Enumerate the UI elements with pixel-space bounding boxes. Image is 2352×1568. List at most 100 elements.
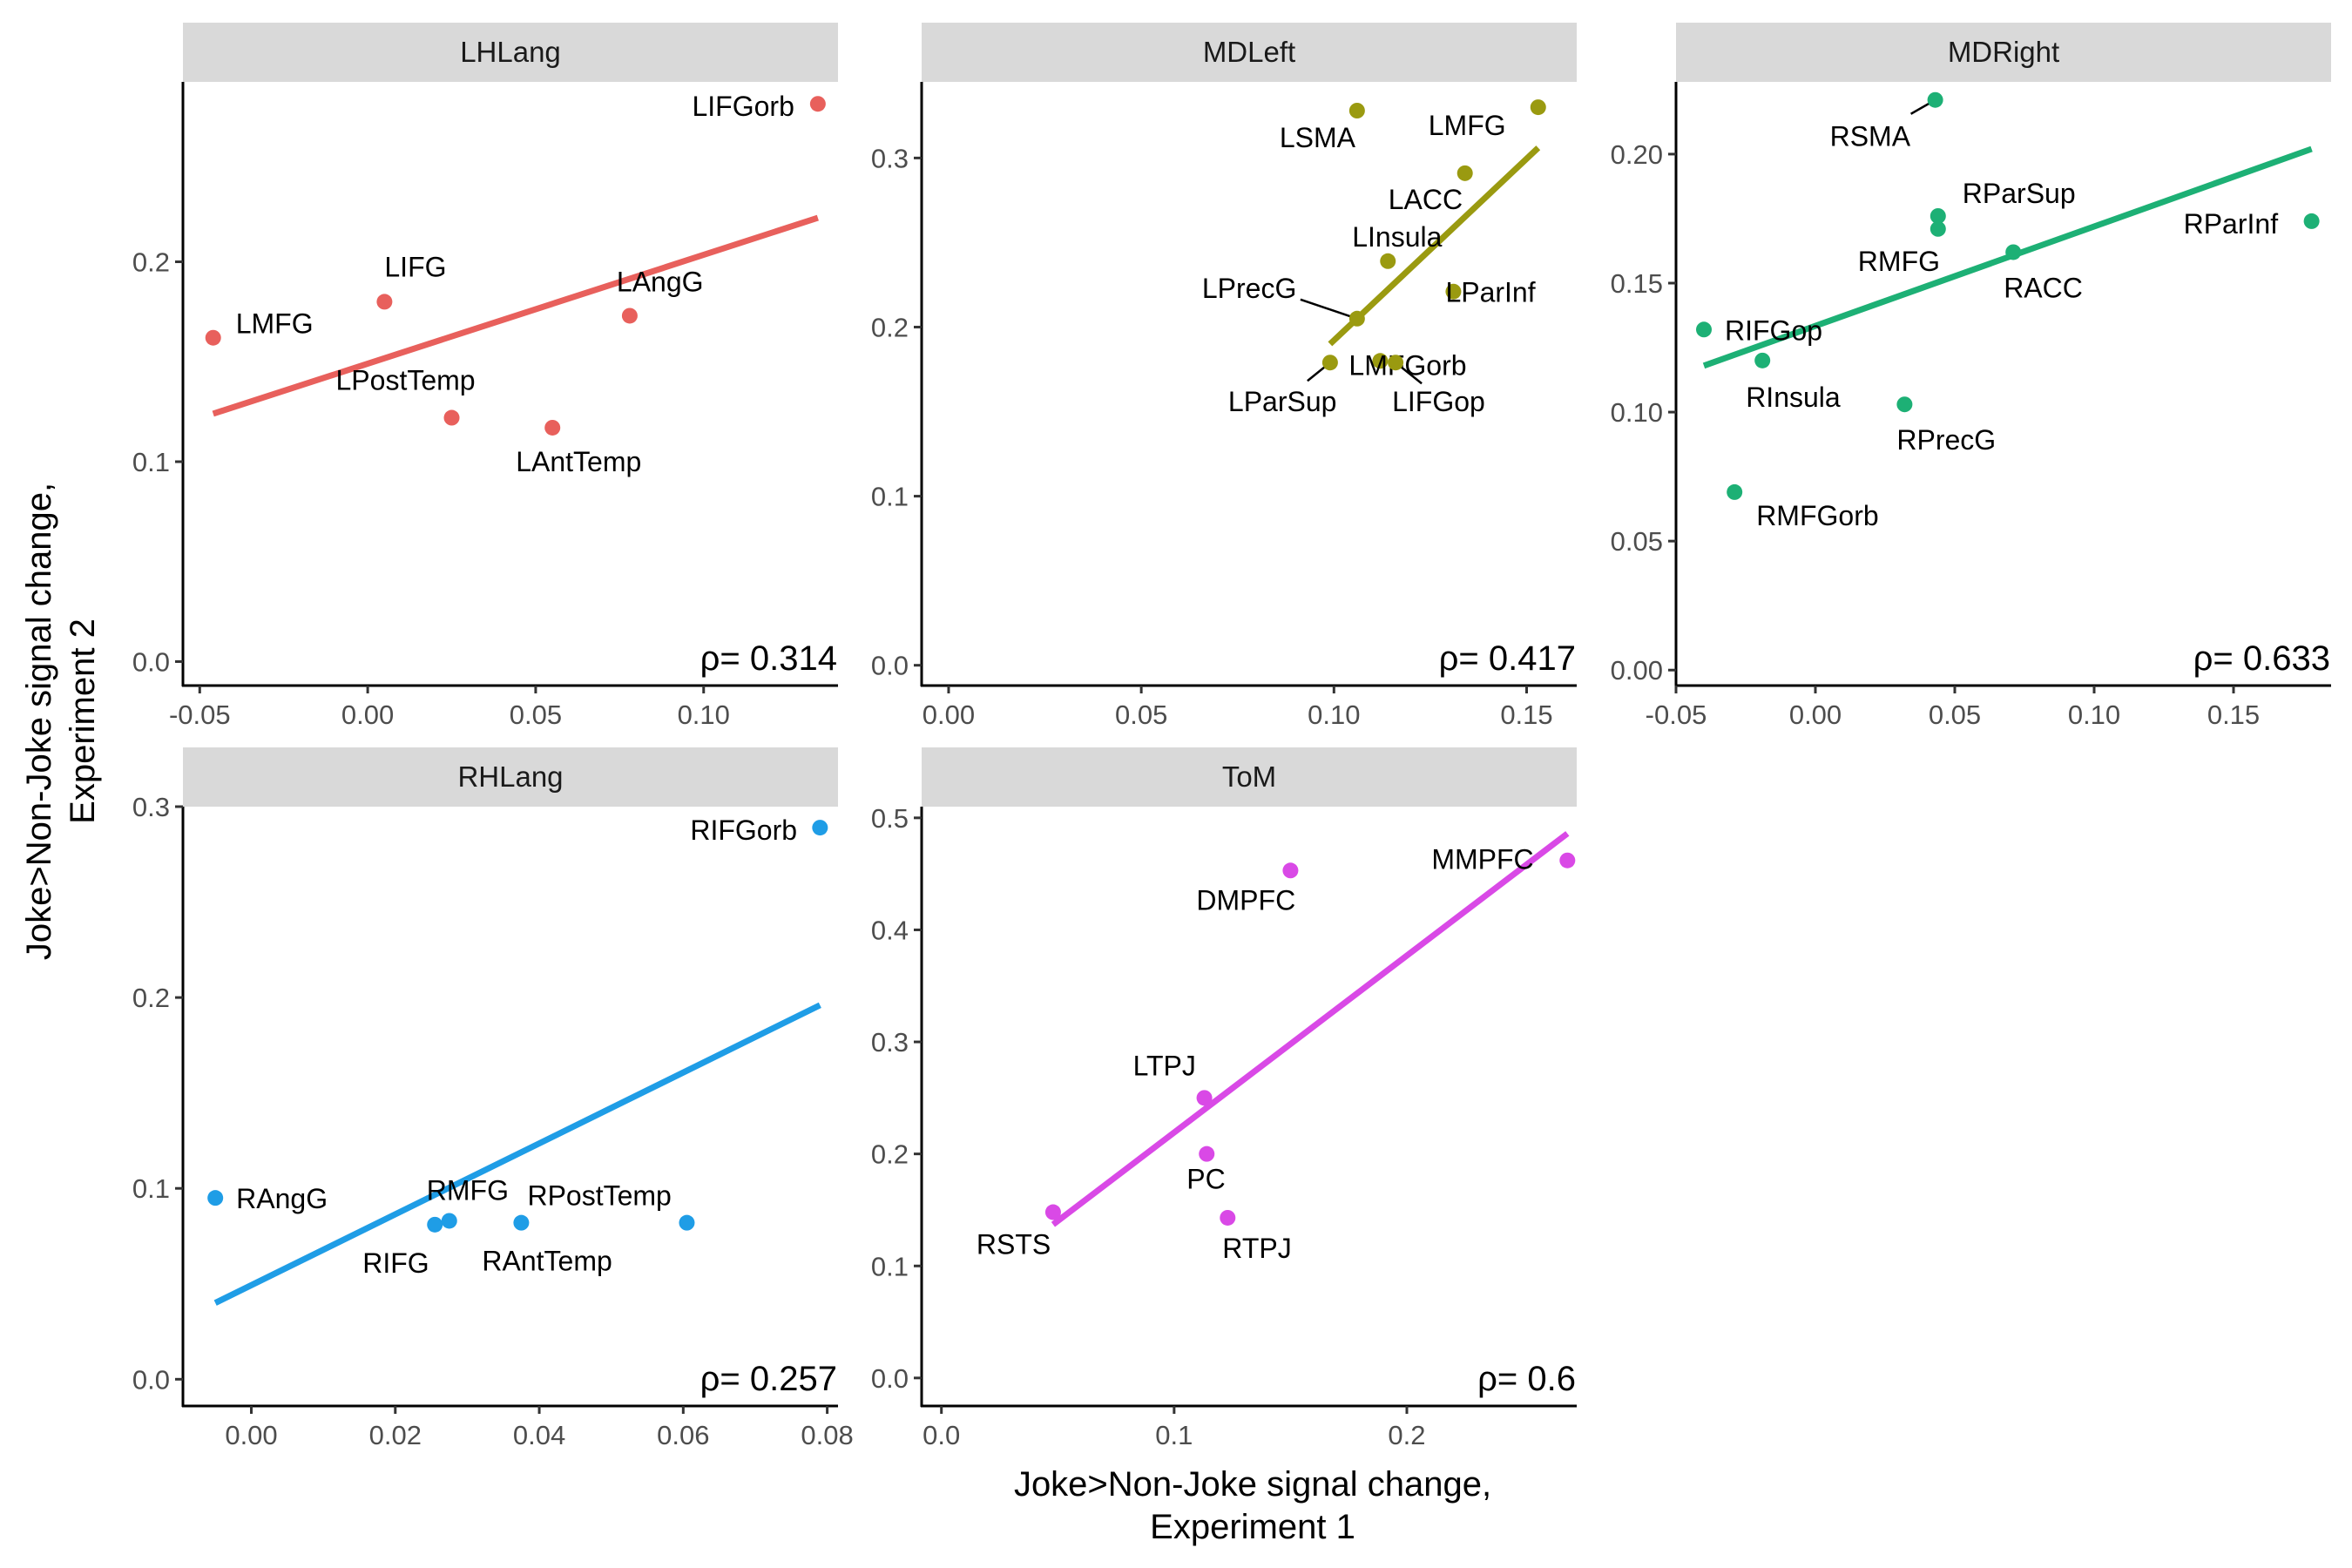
data-point-rprecg bbox=[1896, 396, 1913, 413]
y-tick-label: 0.1 bbox=[871, 482, 909, 512]
point-label: LACC bbox=[1389, 184, 1463, 215]
point-label: LIFGorb bbox=[692, 91, 794, 122]
data-point-lmfgorb bbox=[1372, 353, 1389, 369]
data-point-rifg bbox=[427, 1216, 443, 1233]
point-label: RPostTemp bbox=[527, 1180, 671, 1212]
data-point-langg bbox=[621, 308, 638, 324]
data-point-rposttemp bbox=[679, 1214, 695, 1231]
point-label: RAntTemp bbox=[482, 1246, 612, 1277]
point-label: LParInf bbox=[1445, 277, 1535, 308]
data-point-lacc bbox=[1456, 165, 1473, 181]
data-point-rangg bbox=[207, 1190, 224, 1206]
data-point-rparinf bbox=[2303, 213, 2320, 229]
y-tick-label: 0.3 bbox=[871, 143, 909, 173]
strip-title: LHLang bbox=[460, 36, 561, 68]
x-tick-label: -0.05 bbox=[169, 700, 231, 730]
point-label: RIFG bbox=[362, 1247, 429, 1279]
x-tick-label: 0.08 bbox=[801, 1420, 853, 1450]
data-point-lposttemp bbox=[443, 409, 460, 426]
x-tick-label: 0.15 bbox=[2207, 700, 2260, 730]
y-tick-label: 0.0 bbox=[132, 1364, 170, 1395]
y-tick-label: 0.0 bbox=[871, 1363, 909, 1394]
y-axis-title: Joke>Non-Joke signal change, Experiment … bbox=[20, 483, 102, 960]
x-tick-label: -0.05 bbox=[1646, 700, 1707, 730]
data-point-ltpj bbox=[1196, 1090, 1213, 1106]
x-tick-label: 0.00 bbox=[225, 1420, 277, 1450]
point-label: DMPFC bbox=[1196, 884, 1295, 916]
panel-mdright: MDRight 0.00 0.05 0.10 0.15 0.20 -0.05 0.00 0.05… bbox=[1611, 23, 2331, 730]
x-tick-label: 0.06 bbox=[657, 1420, 709, 1450]
point-label: LAngG bbox=[617, 266, 704, 297]
panel-lhlang: LHLang 0.0 0.1 0.2 -0.05 0.00 0.05 0.10 LIFGorb L… bbox=[132, 23, 838, 730]
regression-line bbox=[1051, 831, 1570, 1227]
panel-tom: ToM 0.0 0.1 0.2 0.3 0.4 0.5 0.0 0.1 0.2 MMPFC DMPFC… bbox=[871, 747, 1577, 1450]
data-point-rtpj bbox=[1220, 1209, 1236, 1226]
point-label: LPostTemp bbox=[336, 365, 476, 396]
point-label: PC bbox=[1186, 1164, 1225, 1195]
data-point-lparinf bbox=[1445, 283, 1462, 300]
strip-background bbox=[183, 23, 838, 82]
data-point-lsma bbox=[1348, 103, 1365, 118]
point-label: RIFGop bbox=[1725, 314, 1822, 346]
data-point-dmpfc bbox=[1282, 862, 1299, 879]
y-tick-label: 0.1 bbox=[132, 447, 170, 477]
point-label: RAngG bbox=[236, 1183, 328, 1214]
y-tick-label: 0.0 bbox=[132, 646, 170, 677]
rho-annotation: ρ= 0.257 bbox=[700, 1360, 837, 1398]
y-tick-label: 0.10 bbox=[1611, 397, 1663, 428]
y-tick-label: 0.4 bbox=[871, 915, 909, 945]
strip-background bbox=[183, 747, 838, 807]
y-tick-label: 0.00 bbox=[1611, 655, 1663, 686]
x-tick-label: 0.02 bbox=[369, 1420, 422, 1450]
y-tick-label: 0.2 bbox=[871, 1139, 909, 1170]
y-tick-label: 0.15 bbox=[1611, 268, 1663, 299]
data-point-racc bbox=[2005, 244, 2022, 260]
point-label: RParInf bbox=[2184, 208, 2279, 240]
rho-annotation: ρ= 0.6 bbox=[1477, 1360, 1576, 1398]
strip-background bbox=[922, 23, 1577, 82]
data-point-lifgorb bbox=[809, 96, 826, 112]
y-tick-label: 0.20 bbox=[1611, 139, 1663, 170]
data-point-rsma bbox=[1927, 91, 1943, 108]
data-point-rmfg bbox=[1930, 220, 1946, 237]
regression-line bbox=[213, 1002, 821, 1306]
panel-rhlang: RHLang 0.0 0.1 0.2 0.3 0.00 0.02 0.04 0.06 0.08 RI… bbox=[132, 747, 854, 1450]
x-tick-label: 0.1 bbox=[1155, 1420, 1193, 1450]
x-tick-label: 0.05 bbox=[1115, 700, 1167, 730]
point-label: LTPJ bbox=[1133, 1050, 1196, 1081]
x-tick-label: 0.05 bbox=[1929, 700, 1981, 730]
data-point-rparsup bbox=[1930, 208, 1946, 224]
point-label: RTPJ bbox=[1222, 1233, 1291, 1264]
regression-line bbox=[212, 214, 819, 417]
x-tick-label: 0.10 bbox=[1308, 700, 1360, 730]
point-label: RIFGorb bbox=[690, 814, 797, 846]
x-tick-label: 0.2 bbox=[1388, 1420, 1425, 1450]
y-tick-label: 0.3 bbox=[871, 1027, 909, 1058]
x-tick-label: 0.0 bbox=[923, 1420, 960, 1450]
data-point-rinsula bbox=[1754, 352, 1771, 368]
y-tick-label: 0.1 bbox=[871, 1251, 909, 1281]
x-tick-label: 0.10 bbox=[678, 700, 730, 730]
panel-mdleft: MDLeft 0.0 0.1 0.2 0.3 0.00 0.05 0.10 0.15 LSMA LM… bbox=[871, 23, 1577, 730]
point-label: LAntTemp bbox=[516, 446, 641, 477]
point-label: LMFG bbox=[1429, 110, 1506, 141]
data-point-rifgop bbox=[1696, 321, 1712, 338]
data-point-lifgop bbox=[1388, 355, 1404, 371]
rho-annotation: ρ= 0.417 bbox=[1439, 639, 1576, 678]
strip-title: ToM bbox=[1222, 760, 1276, 793]
strip-background bbox=[922, 747, 1577, 807]
point-label: RMFGorb bbox=[1756, 500, 1878, 531]
rho-annotation: ρ= 0.633 bbox=[2193, 639, 2330, 678]
data-point-lifg bbox=[376, 294, 393, 310]
point-label: RMFG bbox=[1858, 246, 1940, 277]
x-tick-label: 0.05 bbox=[510, 700, 562, 730]
strip-title: MDLeft bbox=[1203, 36, 1295, 68]
point-label: RMFG bbox=[427, 1174, 509, 1206]
data-point-rsts bbox=[1044, 1204, 1061, 1220]
point-label: RSMA bbox=[1830, 121, 1911, 152]
y-tick-label: 0.05 bbox=[1611, 526, 1663, 557]
panels-layer: LHLang 0.0 0.1 0.2 -0.05 0.00 0.05 0.10 LIFGorb L… bbox=[132, 23, 2331, 1450]
data-point-lmfg bbox=[1530, 99, 1546, 116]
y-tick-label: 0.3 bbox=[132, 792, 170, 822]
